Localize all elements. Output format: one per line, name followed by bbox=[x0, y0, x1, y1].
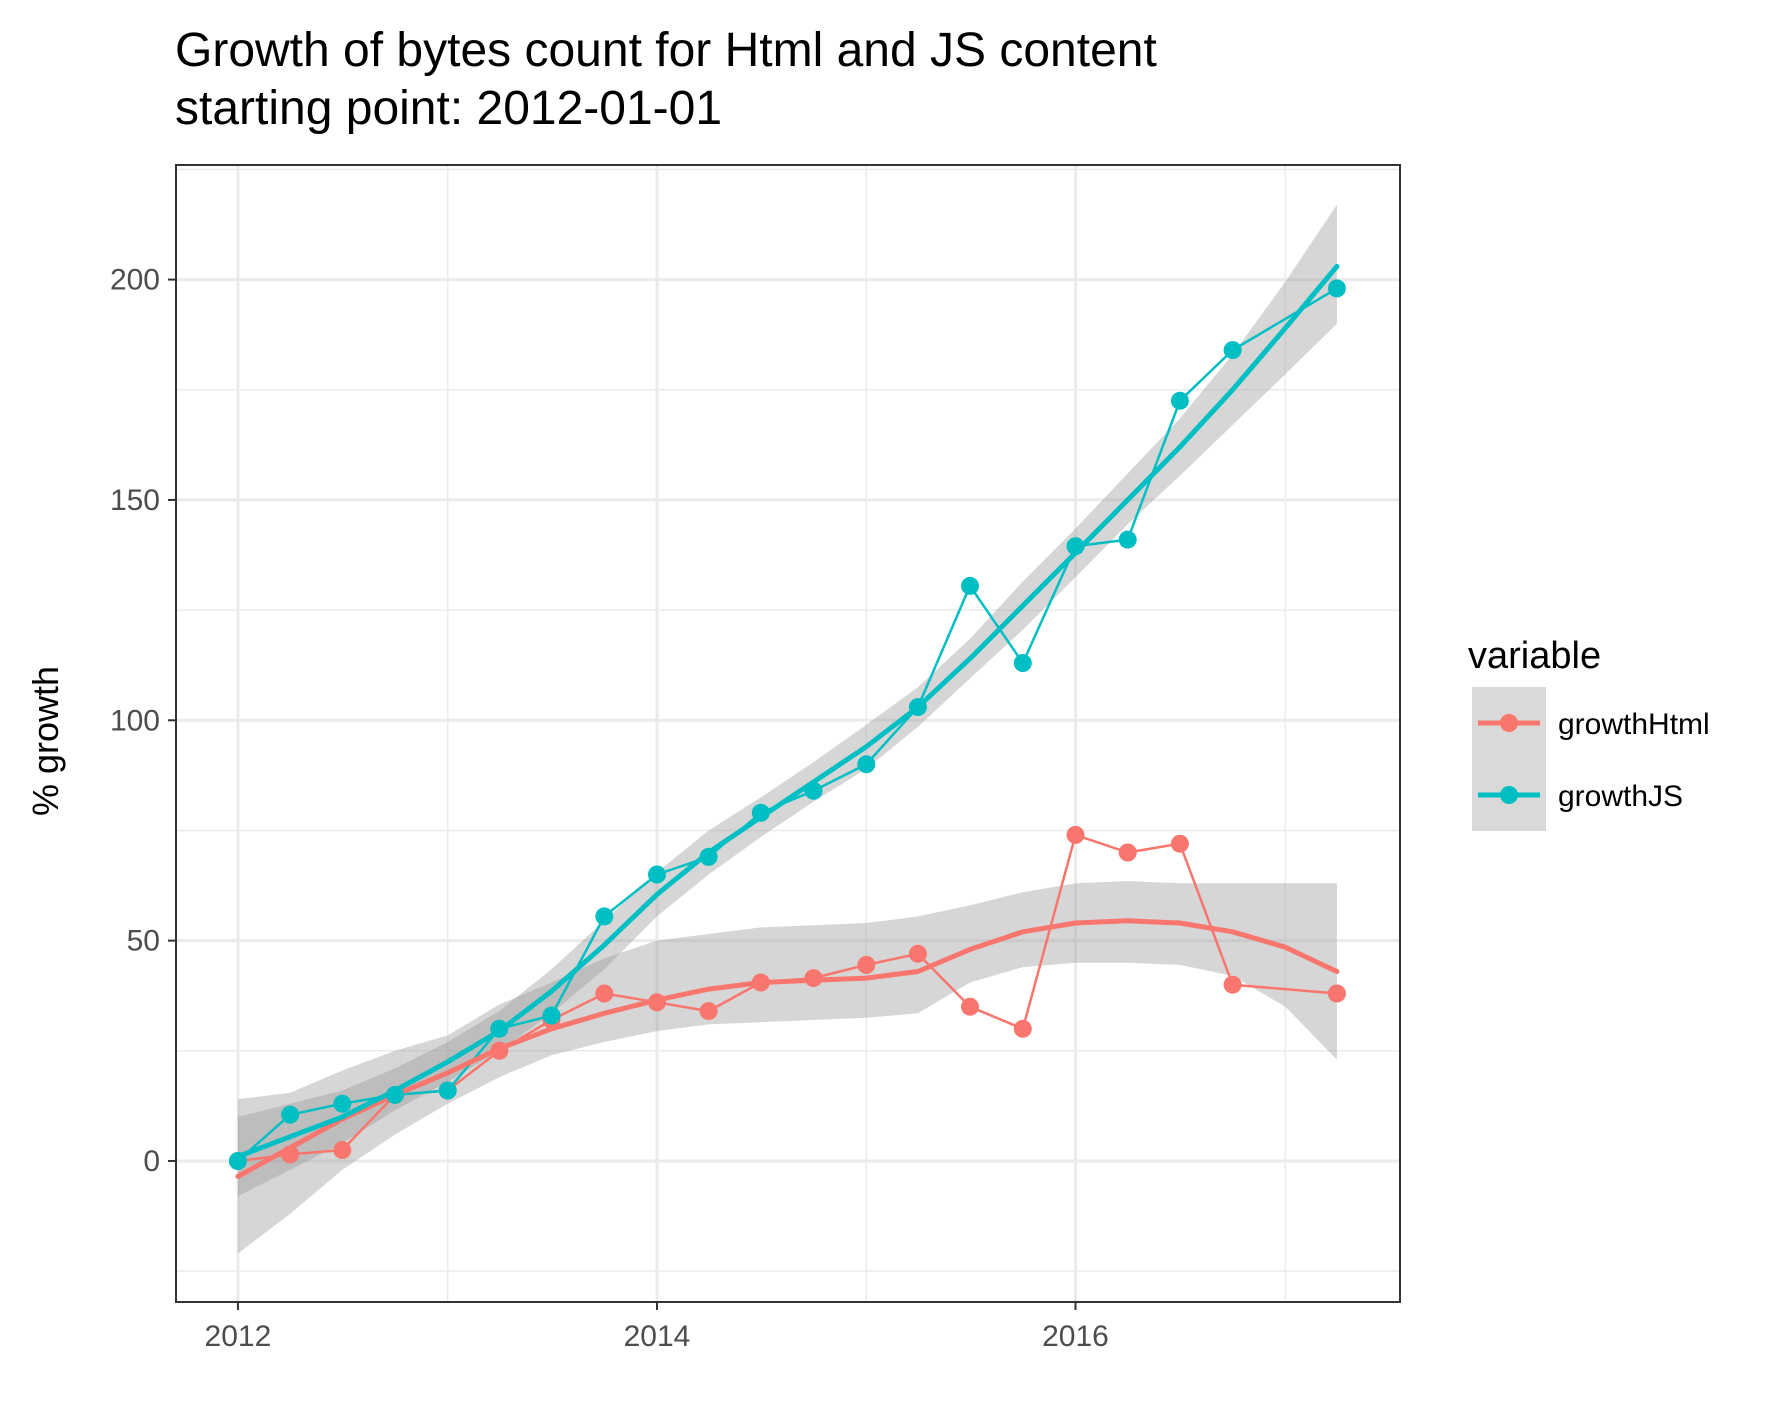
y-tick-label: 150 bbox=[110, 484, 160, 517]
x-axis: 2012 2014 2016 bbox=[205, 1302, 1109, 1353]
data-point-growthJS bbox=[699, 847, 718, 866]
data-point-growthJS bbox=[490, 1019, 509, 1038]
data-point-growthJS bbox=[438, 1081, 457, 1100]
major-gridlines bbox=[176, 165, 1400, 1302]
chart-subtitle: starting point: 2012-01-01 bbox=[175, 82, 723, 135]
data-point-growthHtml bbox=[804, 969, 823, 988]
smooth-line-growthHtml bbox=[235, 918, 1340, 1179]
data-point-growthJS bbox=[1118, 530, 1137, 549]
legend-title: variable bbox=[1468, 635, 1601, 677]
data-point-growthJS bbox=[228, 1152, 247, 1170]
data-point-growthHtml bbox=[961, 997, 979, 1016]
data-point-growthJS bbox=[333, 1094, 352, 1113]
data-point-growthHtml bbox=[595, 984, 614, 1003]
data-point-growthHtml bbox=[857, 955, 876, 974]
data-point-growthJS bbox=[961, 576, 979, 595]
legend-label: growthHtml bbox=[1558, 708, 1710, 741]
y-axis-title: % growth bbox=[25, 666, 66, 816]
smooth-lines bbox=[235, 263, 1340, 1179]
data-point-growthJS bbox=[1327, 279, 1346, 298]
data-point-growthHtml bbox=[281, 1145, 300, 1164]
data-point-growthJS bbox=[386, 1085, 404, 1104]
data-line-growthJS bbox=[237, 287, 1338, 1162]
panel-border bbox=[175, 164, 1401, 1303]
data-point-growthJS bbox=[595, 907, 614, 926]
legend-key-point bbox=[1500, 786, 1518, 804]
legend: variable growthHtml growthJS bbox=[1468, 635, 1710, 831]
x-tick-label: 2016 bbox=[1042, 1320, 1109, 1353]
data-point-growthHtml bbox=[333, 1141, 352, 1159]
data-points bbox=[228, 279, 1346, 1170]
data-point-growthJS bbox=[542, 1006, 561, 1025]
confidence-ribbon-growthJS bbox=[237, 204, 1337, 1197]
data-point-growthHtml bbox=[648, 993, 666, 1012]
minor-gridlines bbox=[176, 165, 1400, 1302]
data-point-growthHtml bbox=[1013, 1019, 1032, 1038]
data-point-growthJS bbox=[648, 865, 666, 884]
data-point-growthHtml bbox=[699, 1002, 718, 1021]
data-point-growthHtml bbox=[751, 973, 770, 992]
data-point-growthJS bbox=[804, 781, 823, 800]
data-lines bbox=[237, 287, 1338, 1163]
data-point-growthJS bbox=[1066, 537, 1085, 556]
data-point-growthHtml bbox=[1066, 825, 1085, 844]
chart-title-block: Growth of bytes count for Html and JS co… bbox=[175, 22, 1157, 138]
x-tick-label: 2012 bbox=[205, 1320, 272, 1353]
data-point-growthJS bbox=[1170, 391, 1189, 410]
y-tick-label: 100 bbox=[110, 704, 160, 737]
legend-key-point bbox=[1500, 714, 1518, 732]
smooth-line-growthJS bbox=[235, 263, 1340, 1160]
data-point-growthHtml bbox=[1223, 975, 1242, 994]
legend-label: growthJS bbox=[1558, 780, 1683, 813]
data-point-growthJS bbox=[1013, 654, 1032, 672]
data-point-growthJS bbox=[908, 698, 927, 717]
data-point-growthHtml bbox=[1170, 834, 1189, 853]
legend-item-growthJS: growthJS bbox=[1472, 759, 1683, 831]
x-tick-label: 2014 bbox=[624, 1320, 691, 1353]
data-point-growthHtml bbox=[1327, 984, 1346, 1003]
y-tick-label: 200 bbox=[110, 264, 160, 297]
data-point-growthJS bbox=[857, 755, 876, 774]
y-tick-label: 50 bbox=[127, 925, 160, 958]
data-point-growthHtml bbox=[908, 944, 927, 963]
y-tick-label: 0 bbox=[143, 1145, 160, 1178]
data-point-growthHtml bbox=[1118, 843, 1137, 862]
chart-title: Growth of bytes count for Html and JS co… bbox=[175, 24, 1157, 77]
data-point-growthJS bbox=[281, 1105, 300, 1124]
data-point-growthJS bbox=[751, 803, 770, 822]
legend-item-growthHtml: growthHtml bbox=[1472, 687, 1710, 759]
data-point-growthHtml bbox=[490, 1041, 509, 1060]
y-axis: 0 50 100 150 200 bbox=[110, 264, 176, 1178]
data-point-growthJS bbox=[1223, 341, 1242, 360]
